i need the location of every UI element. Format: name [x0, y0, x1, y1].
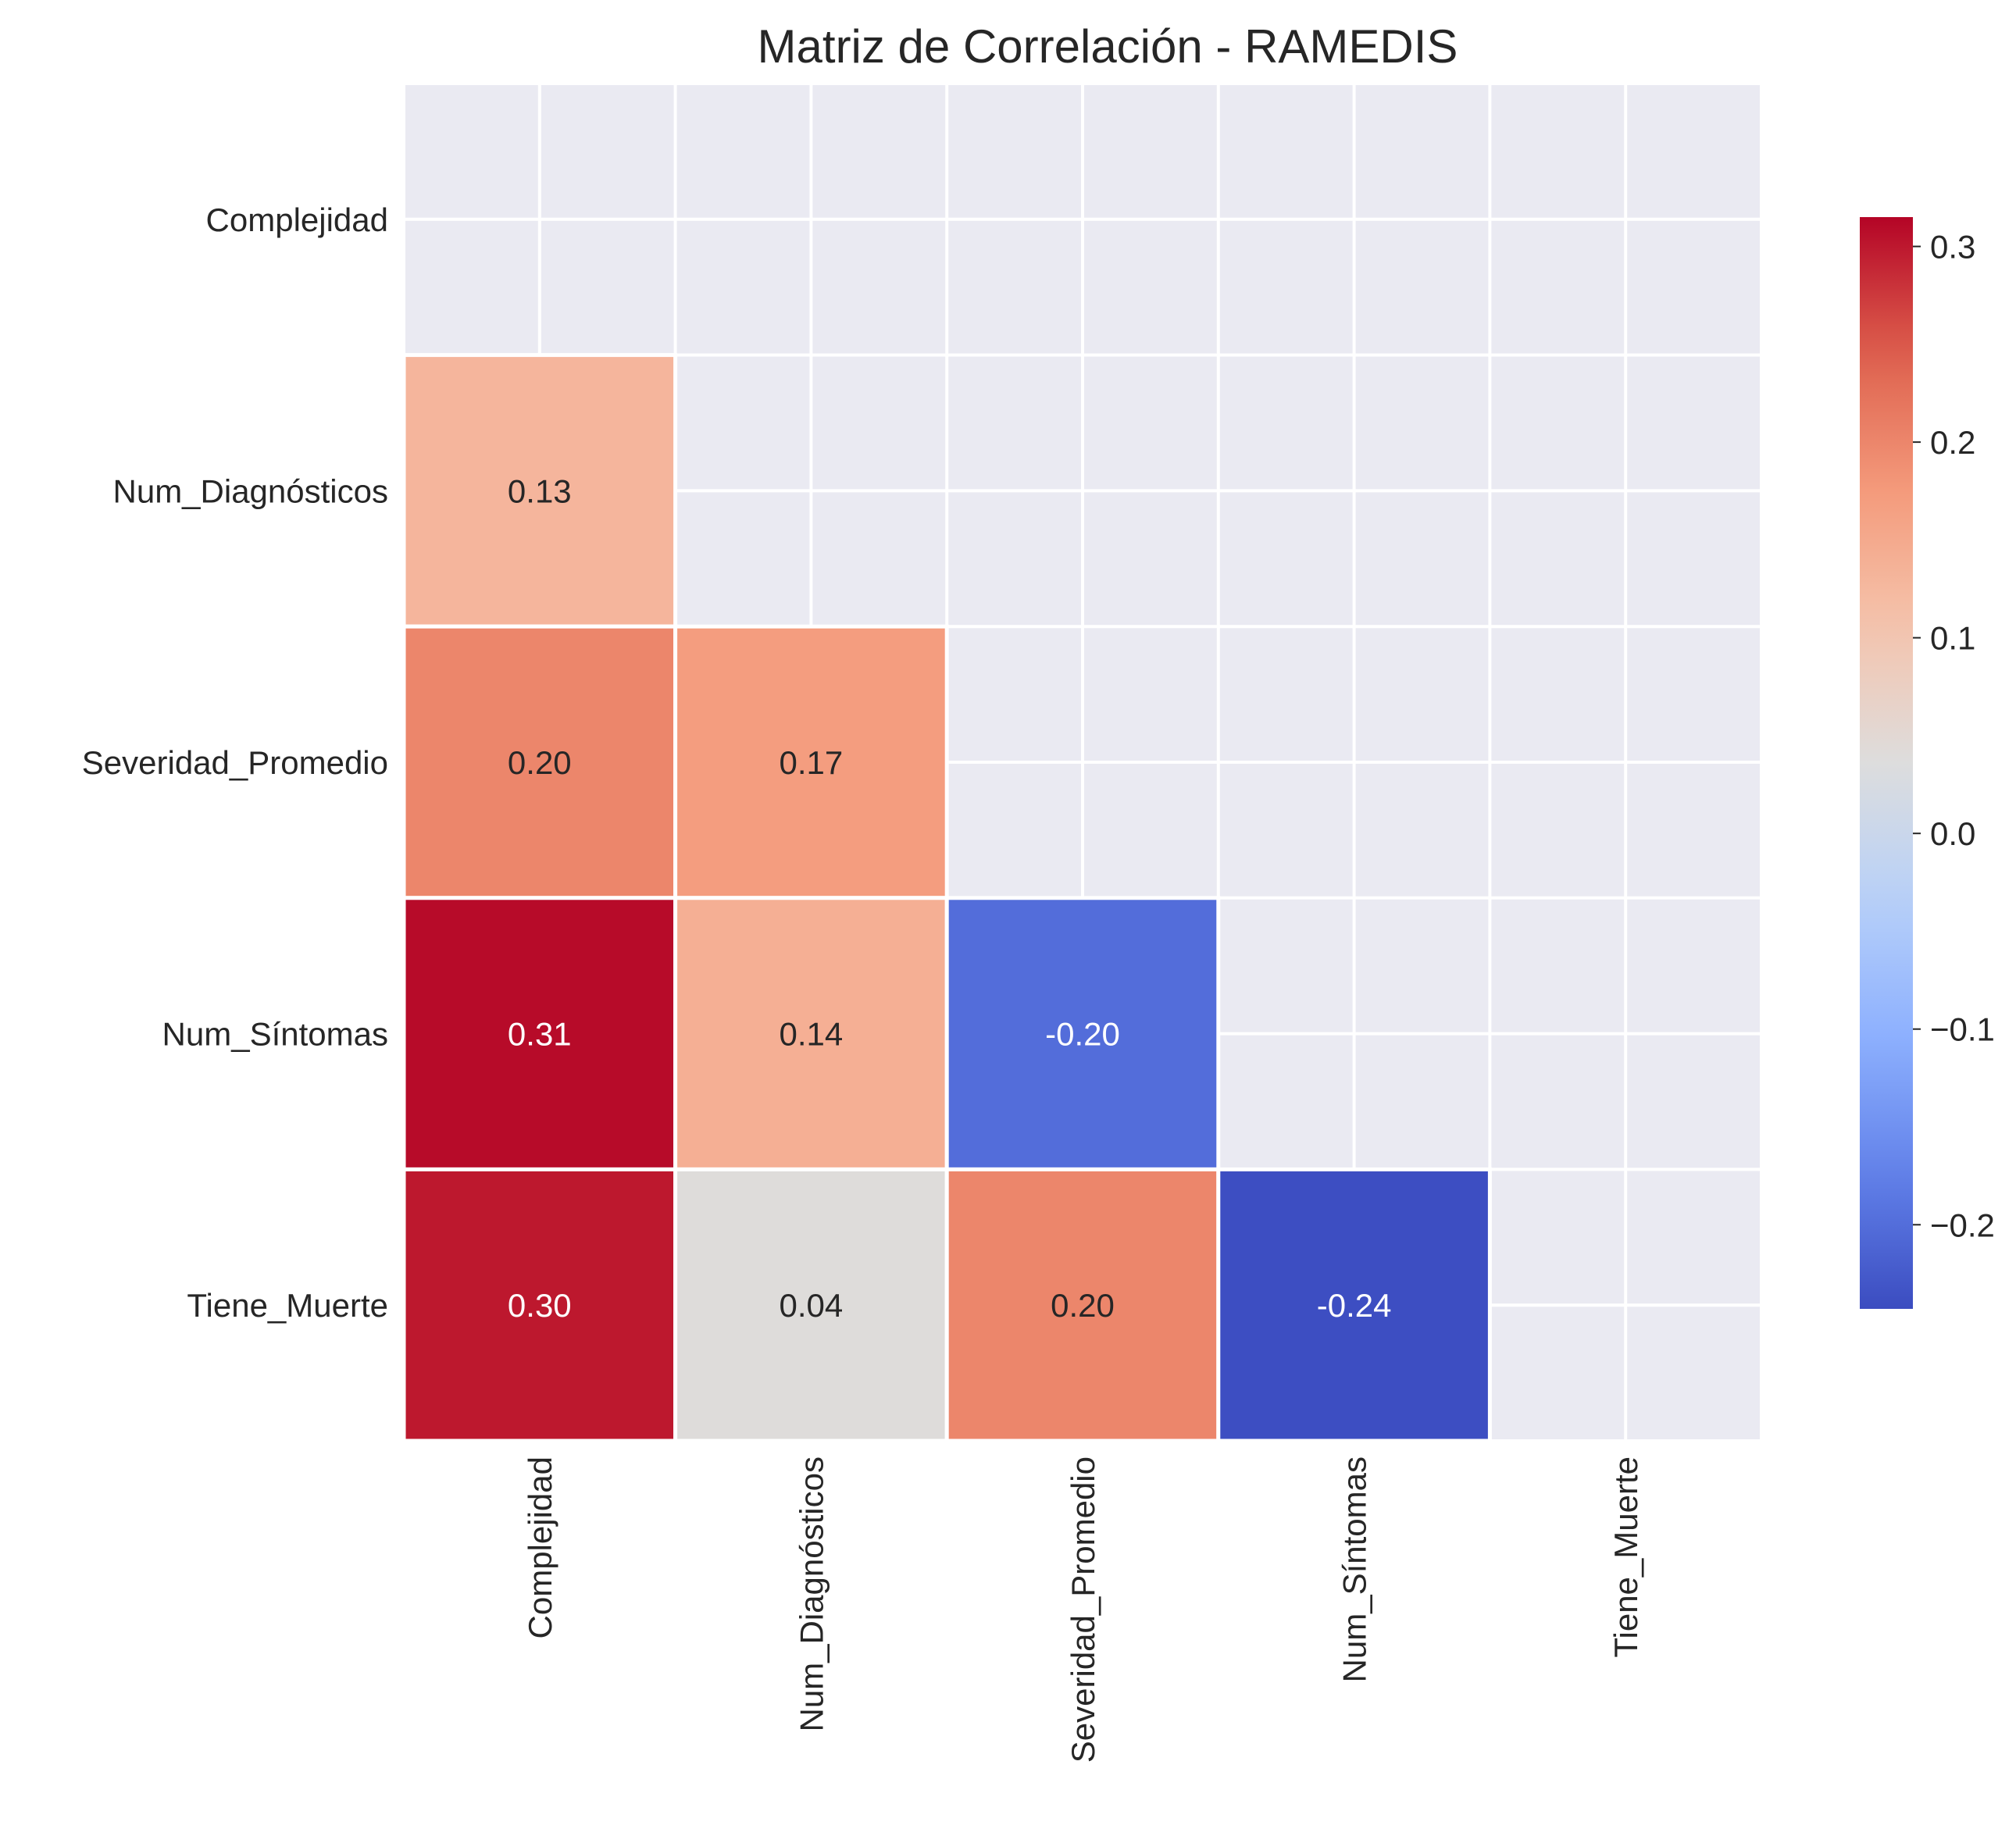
cell-value-label: 0.04 — [780, 1287, 844, 1324]
cell-value-label: 0.20 — [508, 744, 572, 781]
colorbar-tick-label: 0.3 — [1930, 229, 1975, 266]
cell-value-label: 0.13 — [508, 472, 572, 509]
cell-value-label: -0.24 — [1317, 1287, 1392, 1324]
colorbar-tick-label: 0.1 — [1930, 620, 1975, 657]
x-axis: Complejidad Num_Diagnósticos Severidad_Pro… — [522, 1456, 1644, 1763]
y-tick-label: Tiene_Muerte — [187, 1287, 388, 1324]
y-tick-label: Num_Diagnósticos — [113, 472, 389, 509]
plot-area: 0.13 0.20 0.17 0.31 0.14 -0.20 0.30 0.04 0.20 -0.… — [401, 82, 1763, 1443]
colorbar: 0.3 0.2 0.1 0.0 −0.1 −0.2 — [1860, 217, 1995, 1309]
colorbar-tick-label: 0.2 — [1930, 424, 1975, 461]
colorbar-tick-label: −0.1 — [1930, 1011, 1995, 1048]
colorbar-gradient — [1860, 217, 1913, 1309]
heatmap-cell — [673, 1167, 949, 1443]
heatmap-cell — [944, 1167, 1221, 1443]
cell-value-label: -0.20 — [1045, 1016, 1120, 1053]
y-tick-label: Severidad_Promedio — [82, 744, 388, 781]
heatmap-cell — [944, 896, 1221, 1171]
heatmap-cell — [401, 896, 678, 1171]
colorbar-tick-label: 0.0 — [1930, 815, 1975, 852]
cell-value-label: 0.14 — [780, 1016, 844, 1053]
y-tick-label: Complejidad — [206, 201, 388, 238]
y-tick-label: Num_Síntomas — [162, 1016, 388, 1053]
x-tick-label: Num_Síntomas — [1336, 1456, 1373, 1682]
cell-value-label: 0.30 — [508, 1287, 572, 1324]
heatmap-cell — [401, 353, 678, 629]
x-tick-label: Severidad_Promedio — [1065, 1456, 1101, 1763]
x-tick-label: Complejidad — [522, 1456, 558, 1638]
cell-value-label: 0.20 — [1051, 1287, 1115, 1324]
heatmap-cell — [1216, 1167, 1492, 1443]
x-tick-label: Num_Diagnósticos — [793, 1456, 830, 1732]
cell-value-label: 0.17 — [780, 744, 844, 781]
chart-title: Matriz de Correlación - RAMEDIS — [758, 20, 1458, 73]
cell-value-label: 0.31 — [508, 1016, 572, 1053]
heatmap-cell — [401, 1167, 678, 1443]
x-tick-label: Tiene_Muerte — [1607, 1456, 1644, 1658]
colorbar-tick-label: −0.2 — [1930, 1207, 1995, 1243]
y-axis: Complejidad Num_Diagnósticos Severidad_Pro… — [82, 201, 388, 1324]
